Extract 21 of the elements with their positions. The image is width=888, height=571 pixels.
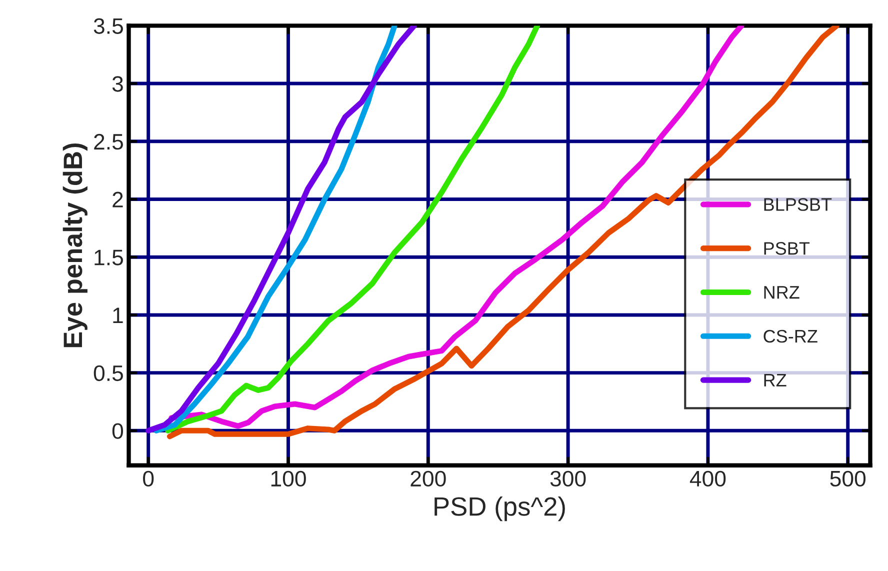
x-tick-label: 200 — [410, 470, 446, 487]
y-tick-label: 1.5 — [94, 250, 123, 266]
y-axis-title: Eye penalty (dB) — [62, 143, 88, 348]
x-tick-label: 300 — [550, 470, 586, 487]
legend-label: RZ — [764, 374, 786, 386]
y-tick-label: 2.5 — [94, 134, 123, 150]
legend-label: PSBT — [764, 242, 810, 255]
x-tick-label: 100 — [271, 470, 306, 487]
y-tick-label: 3.5 — [94, 18, 123, 34]
y-tick-label: 0 — [112, 423, 124, 439]
x-tick-label: 0 — [143, 470, 154, 487]
legend-label: NRZ — [764, 286, 800, 299]
x-axis-title: PSD (ps^2) — [434, 496, 565, 522]
y-tick-label: 3 — [112, 76, 123, 92]
y-tick-label: 1 — [113, 308, 123, 324]
y-tick-label: 0.5 — [94, 365, 123, 382]
x-tick-label: 400 — [690, 470, 726, 487]
y-tick-label: 2 — [112, 192, 123, 208]
x-tick-label: 500 — [830, 470, 866, 487]
legend-label: CS-RZ — [764, 330, 818, 343]
legend-label: BLPSBT — [764, 198, 832, 211]
